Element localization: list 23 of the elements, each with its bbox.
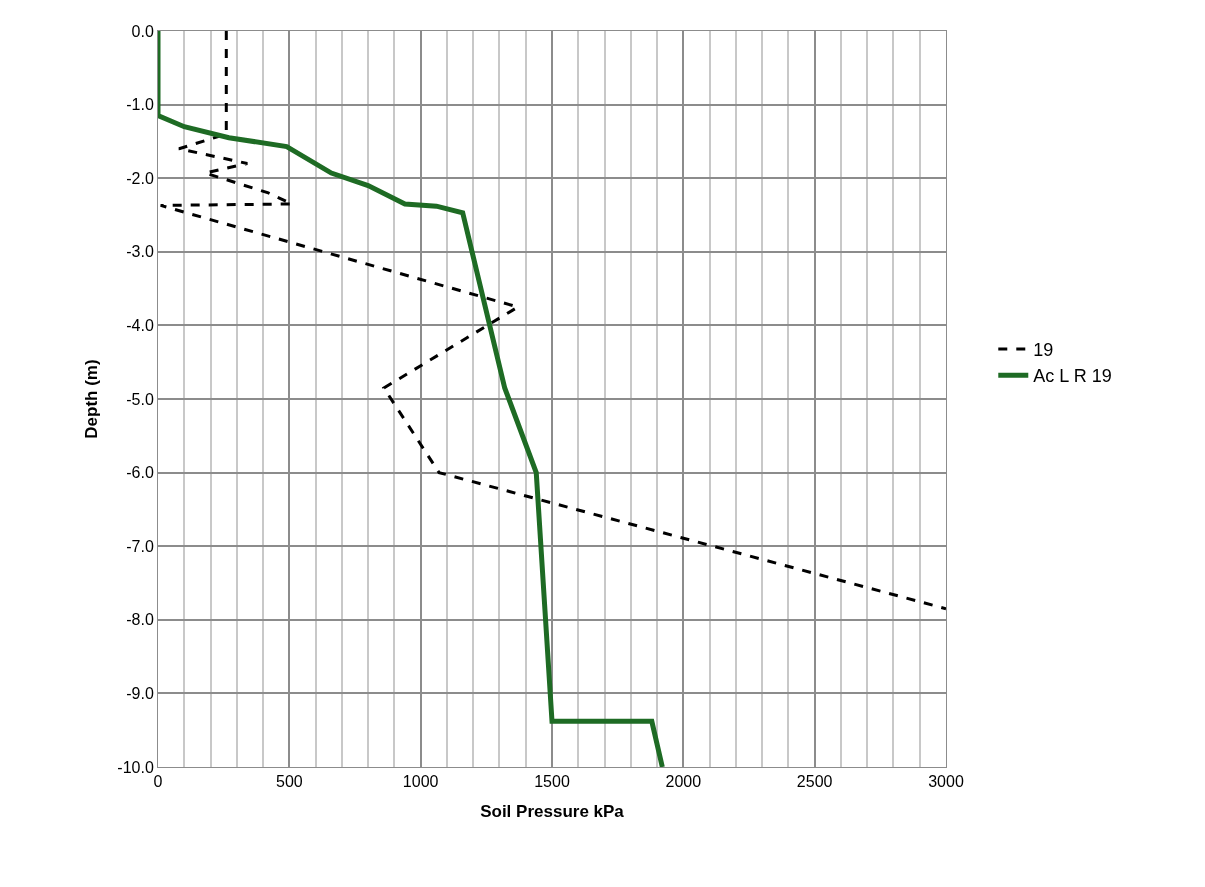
- y-tick-label: 0.0: [131, 22, 154, 40]
- x-tick-label: 2000: [665, 773, 702, 791]
- y-axis-title: Depth (m): [81, 359, 101, 439]
- y-tick-label: -6.0: [126, 464, 154, 482]
- x-tick-label: 500: [275, 773, 303, 791]
- y-tick-label: -7.0: [126, 537, 154, 555]
- y-tick-label: -5.0: [126, 390, 154, 408]
- y-tick-label: -1.0: [126, 96, 154, 114]
- x-tick-label: 1000: [402, 773, 439, 791]
- x-tick-label: 2500: [796, 773, 833, 791]
- x-tick-label: 3000: [928, 773, 964, 791]
- y-tick-label: -10.0: [117, 758, 154, 776]
- y-tick-label: -4.0: [126, 317, 154, 334]
- legend-label: Ac L R 19: [1033, 366, 1112, 387]
- line-series: [159, 31, 946, 611]
- legend-label: 19: [1033, 339, 1054, 360]
- y-tick-label: -2.0: [126, 169, 154, 187]
- y-tick-label: -3.0: [126, 243, 154, 261]
- x-axis-title: Soil Pressure kPa: [480, 801, 625, 821]
- x-tick-label: 0: [153, 773, 163, 791]
- y-tick-label: -8.0: [126, 611, 154, 629]
- y-tick-label: -9.0: [126, 685, 154, 702]
- x-tick-label: 1500: [534, 773, 570, 791]
